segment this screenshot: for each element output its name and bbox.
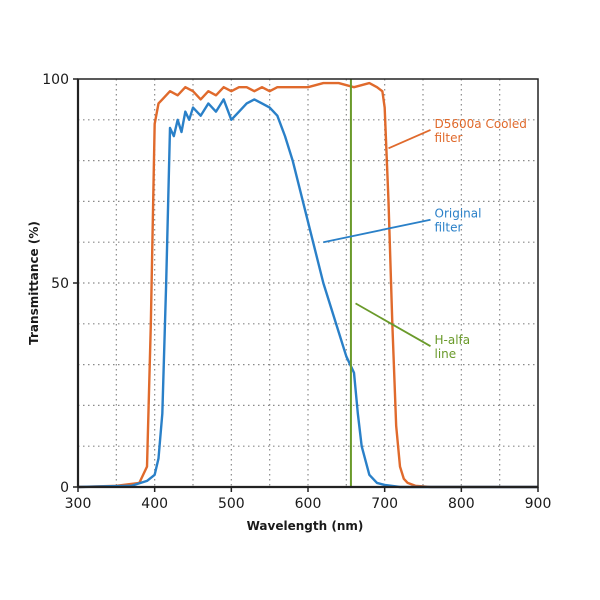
series-group [77, 79, 538, 489]
annotation-label: Original filter [435, 207, 482, 235]
y-tick-label: 50 [51, 276, 69, 292]
annotation-leader-line [323, 218, 431, 244]
x-tick-label: 500 [218, 496, 245, 512]
tick-labels: 300 400 500 600 700 800 900 0 50 100 [42, 72, 551, 512]
series-line-original-filter [77, 98, 538, 489]
annotation-label: H-alfa line [435, 333, 471, 361]
x-tick-label: 700 [371, 496, 398, 512]
annotation-label-line: Original [435, 207, 482, 221]
grid [78, 79, 538, 487]
annotation-leader-line [388, 129, 431, 150]
annotation-label-line: filter [435, 221, 463, 235]
annotation-label-line: H-alfa [435, 333, 471, 347]
x-tick-label: 800 [448, 496, 475, 512]
annotation-label: D5600a Cooled filter [435, 117, 527, 145]
series-line-d5600a-cooled-filter [77, 81, 538, 489]
x-axis-label: Wavelength (nm) [247, 519, 364, 533]
annotation-leader-line [355, 302, 431, 347]
annotation-label-line: line [435, 347, 457, 361]
x-tick-label: 900 [525, 496, 552, 512]
annotation-label-line: D5600a Cooled [435, 117, 527, 131]
x-tick-label: 400 [141, 496, 168, 512]
x-tick-label: 300 [65, 496, 92, 512]
annotation-label-line: filter [435, 131, 463, 145]
y-tick-label: 100 [42, 72, 69, 88]
y-axis-label: Transmittance (%) [27, 221, 41, 345]
x-tick-label: 600 [295, 496, 322, 512]
y-tick-label: 0 [60, 480, 69, 496]
